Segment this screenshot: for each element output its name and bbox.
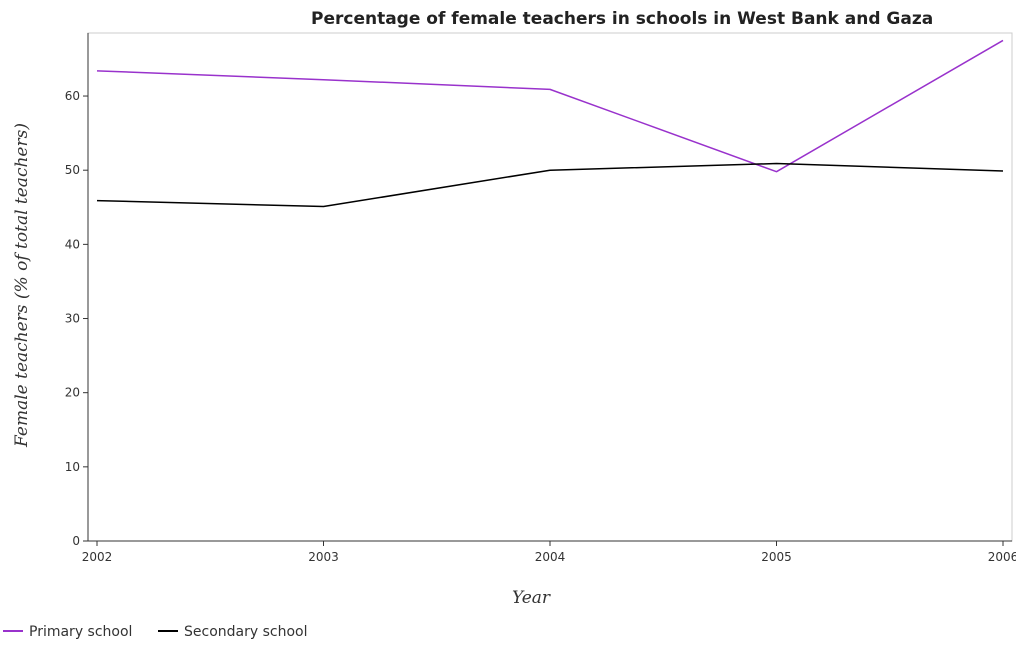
x-tick-label: 2002 <box>82 550 113 564</box>
y-tick-label: 40 <box>65 237 80 251</box>
y-axis-title: Female teachers (% of total teachers) <box>12 123 32 448</box>
series-line-secondary-school <box>96 162 1004 208</box>
series-line-primary-school <box>96 39 1004 173</box>
plot-area: 0 10 20 30 40 50 60 2002 2003 2004 2005 2006 <box>65 32 1016 564</box>
plot-frame <box>87 32 1013 542</box>
y-tick-label: 20 <box>65 386 80 400</box>
y-tick-label: 50 <box>65 163 80 177</box>
x-tick-label: 2004 <box>535 550 566 564</box>
x-axis-title: Year <box>512 588 551 608</box>
y-tick-label: 10 <box>65 460 80 474</box>
x-tick-label: 2005 <box>761 550 792 564</box>
y-tick-label: 30 <box>65 312 80 326</box>
y-tick-label: 0 <box>72 534 80 548</box>
legend-label: Secondary school <box>184 624 307 640</box>
chart-title: Percentage of female teachers in schools… <box>311 9 933 29</box>
legend-label: Primary school <box>29 624 132 640</box>
x-tick-label: 2003 <box>308 550 339 564</box>
y-tick-label: 60 <box>65 89 80 103</box>
legend: Primary school Secondary school <box>3 624 307 640</box>
x-tick-label: 2006 <box>988 550 1016 564</box>
